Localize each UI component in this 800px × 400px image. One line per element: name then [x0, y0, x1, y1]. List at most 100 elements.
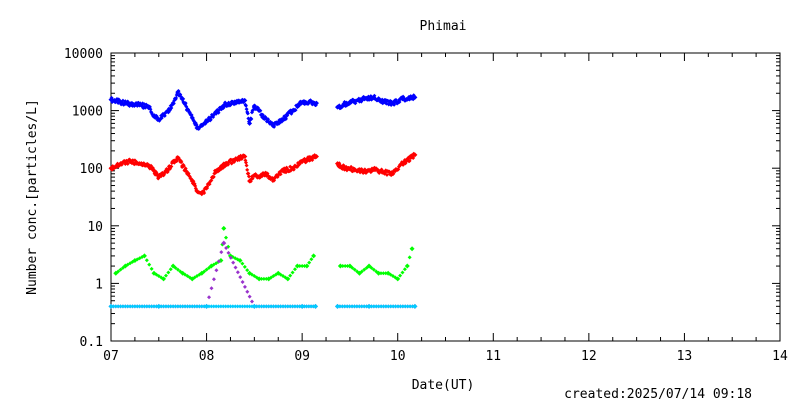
data-point	[171, 101, 176, 106]
data-point	[187, 275, 192, 280]
data-point	[166, 304, 171, 309]
data-point	[130, 259, 135, 264]
data-point	[235, 257, 240, 262]
data-point	[235, 304, 240, 309]
data-point	[340, 264, 345, 269]
data-point	[393, 97, 398, 102]
data-point	[407, 255, 412, 260]
data-point	[204, 267, 209, 272]
y-tick-label: 0.1	[80, 335, 103, 350]
data-point	[261, 276, 266, 281]
data-point	[128, 304, 133, 309]
data-point	[359, 269, 364, 274]
data-point	[347, 304, 352, 309]
data-point	[250, 299, 255, 304]
data-point	[144, 304, 149, 309]
data-point	[350, 304, 355, 309]
data-point	[240, 304, 245, 309]
data-point	[381, 304, 386, 309]
data-point	[218, 304, 223, 309]
data-point	[404, 263, 410, 269]
data-point	[245, 304, 250, 309]
data-point	[278, 304, 283, 309]
data-point	[148, 107, 153, 112]
data-point	[154, 304, 159, 309]
data-point	[111, 304, 116, 309]
data-point	[202, 269, 207, 274]
data-point	[242, 284, 247, 289]
data-point	[168, 304, 173, 309]
series-layer	[108, 89, 418, 309]
data-point	[203, 121, 208, 126]
data-point	[283, 275, 288, 280]
x-tick-label: 07	[103, 349, 119, 364]
data-point	[335, 303, 341, 309]
data-point	[364, 265, 369, 270]
data-point	[228, 304, 233, 309]
data-point	[383, 304, 388, 309]
data-point	[378, 271, 383, 276]
data-point	[245, 111, 250, 116]
data-point	[238, 304, 243, 309]
data-point	[397, 99, 402, 104]
data-point	[211, 277, 216, 282]
data-point	[206, 304, 211, 309]
data-point	[245, 268, 250, 273]
data-point	[350, 265, 355, 270]
data-point	[211, 174, 216, 179]
data-point	[409, 246, 415, 252]
data-point	[400, 270, 405, 275]
data-point	[174, 96, 179, 101]
data-point	[352, 304, 357, 309]
data-point	[163, 273, 168, 278]
data-point	[393, 304, 398, 309]
data-point	[144, 258, 149, 263]
data-point	[219, 250, 224, 255]
data-point	[228, 255, 233, 260]
data-point	[140, 255, 145, 260]
data-point	[178, 269, 183, 274]
x-tick-label: 14	[772, 349, 788, 364]
data-point	[270, 175, 275, 180]
data-point	[292, 267, 297, 272]
data-point	[250, 176, 255, 181]
data-point	[226, 250, 231, 255]
x-tick-label: 11	[485, 349, 501, 364]
data-point	[362, 267, 367, 272]
data-point	[246, 174, 251, 179]
data-point	[125, 159, 130, 164]
data-point	[357, 304, 362, 309]
data-point	[400, 304, 405, 309]
data-point	[223, 100, 228, 105]
data-point	[411, 156, 416, 161]
data-point	[372, 93, 377, 98]
data-point	[278, 172, 283, 177]
data-point	[407, 158, 412, 163]
data-point	[165, 169, 170, 174]
data-point	[247, 294, 252, 299]
data-point	[120, 265, 125, 270]
y-tick-label: 10	[87, 220, 103, 235]
data-point	[233, 265, 238, 270]
data-point	[374, 304, 379, 309]
data-point	[204, 303, 210, 309]
data-point	[412, 152, 417, 157]
data-point	[410, 304, 415, 309]
data-point	[238, 275, 243, 280]
data-point	[171, 304, 176, 309]
data-point	[366, 303, 372, 309]
data-point	[130, 304, 135, 309]
data-point	[175, 267, 180, 272]
data-point	[270, 121, 275, 126]
data-point	[221, 304, 226, 309]
data-point	[343, 264, 348, 269]
data-point	[195, 304, 200, 309]
data-point	[386, 304, 391, 309]
data-point	[384, 172, 389, 177]
data-point	[364, 304, 369, 309]
data-point	[132, 304, 137, 309]
data-point	[297, 264, 302, 269]
data-point	[120, 304, 125, 309]
data-point	[140, 304, 145, 309]
y-axis-label: Number conc.[particles/L]	[25, 99, 40, 295]
